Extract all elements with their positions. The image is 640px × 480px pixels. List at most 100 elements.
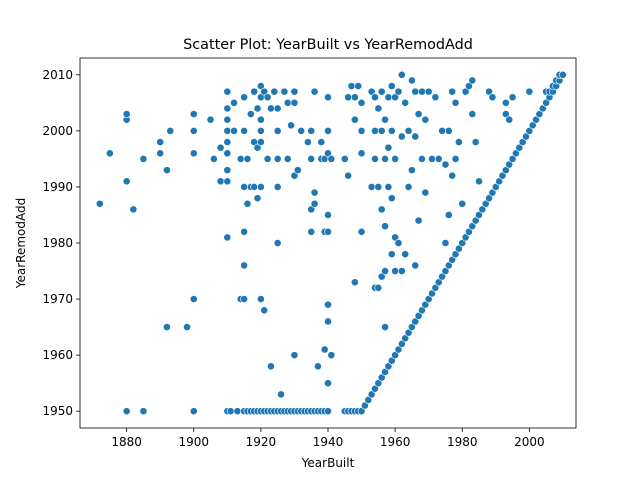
- data-point: [448, 87, 457, 96]
- data-point: [535, 110, 544, 118]
- data-point: [357, 227, 366, 236]
- data-point: [418, 155, 426, 163]
- data-point: [518, 138, 527, 146]
- data-point: [387, 82, 396, 90]
- data-point: [209, 155, 218, 163]
- data-point: [263, 93, 272, 102]
- data-point: [139, 407, 148, 416]
- data-point: [542, 98, 551, 107]
- data-point: [461, 233, 470, 242]
- data-point: [357, 149, 366, 158]
- data-point: [324, 407, 332, 416]
- data-point: [253, 104, 262, 113]
- data-point: [233, 407, 242, 416]
- data-point: [189, 110, 198, 118]
- data-point: [481, 199, 490, 208]
- points-layer: [95, 70, 567, 416]
- data-point: [404, 328, 413, 337]
- data-point: [256, 115, 265, 124]
- data-point: [495, 177, 504, 186]
- data-point: [283, 98, 292, 107]
- data-point: [528, 121, 537, 130]
- data-point: [397, 267, 406, 275]
- data-point: [394, 87, 403, 96]
- data-point: [303, 138, 312, 146]
- y-tick-label: 1980: [42, 236, 73, 250]
- data-point: [240, 227, 249, 236]
- y-tick-label: 1970: [42, 292, 73, 306]
- data-point: [465, 82, 473, 90]
- data-point: [397, 70, 406, 79]
- data-point: [246, 110, 255, 118]
- data-point: [475, 211, 483, 219]
- data-point: [381, 267, 389, 275]
- data-point: [525, 87, 534, 96]
- data-point: [391, 155, 400, 163]
- data-point: [166, 126, 175, 135]
- data-point: [324, 126, 332, 135]
- data-point: [377, 87, 386, 96]
- data-point: [381, 368, 389, 376]
- data-point: [431, 93, 440, 102]
- data-point: [290, 351, 299, 360]
- data-point: [387, 126, 396, 135]
- data-point: [458, 239, 467, 247]
- data-point: [411, 261, 420, 270]
- data-point: [401, 250, 410, 259]
- data-point: [344, 171, 353, 180]
- data-point: [273, 104, 282, 113]
- data-point: [418, 87, 426, 96]
- data-point: [391, 351, 400, 360]
- data-point: [223, 177, 232, 186]
- data-point: [387, 194, 396, 203]
- data-point: [522, 132, 530, 141]
- data-point: [364, 396, 373, 404]
- data-point: [371, 126, 379, 135]
- data-point: [411, 317, 420, 326]
- data-point: [471, 216, 480, 225]
- x-axis-title: YearBuilt: [301, 456, 355, 470]
- data-point: [559, 70, 567, 79]
- data-point: [505, 115, 514, 124]
- data-point: [374, 183, 383, 191]
- data-point: [454, 244, 463, 253]
- data-point: [384, 93, 393, 102]
- data-point: [320, 345, 329, 354]
- data-point: [280, 87, 289, 96]
- data-point: [273, 126, 282, 135]
- data-point: [270, 87, 279, 96]
- data-point: [236, 155, 245, 163]
- y-tick-label: 2000: [42, 124, 73, 138]
- y-tick-label: 1950: [42, 404, 73, 418]
- data-point: [357, 407, 366, 416]
- data-point: [428, 289, 436, 298]
- data-point: [344, 93, 353, 102]
- data-point: [223, 138, 232, 146]
- data-point: [501, 98, 510, 107]
- data-point: [297, 126, 306, 135]
- data-point: [283, 155, 292, 163]
- data-point: [374, 104, 383, 113]
- x-tick-label: 1960: [380, 435, 411, 449]
- data-point: [226, 407, 235, 416]
- data-point: [448, 171, 457, 180]
- data-point: [105, 149, 114, 158]
- x-tick-label: 1880: [111, 435, 142, 449]
- y-axis-title: YearRemodAdd: [14, 198, 28, 289]
- data-point: [324, 317, 332, 326]
- data-point: [206, 115, 215, 124]
- data-point: [267, 104, 275, 113]
- data-point: [189, 295, 198, 303]
- data-point: [240, 126, 249, 135]
- data-point: [512, 149, 520, 158]
- data-point: [371, 155, 379, 163]
- data-point: [367, 390, 376, 399]
- data-point: [532, 115, 540, 124]
- data-point: [394, 239, 403, 247]
- data-point: [508, 93, 517, 102]
- data-point: [381, 222, 389, 231]
- data-point: [256, 183, 265, 191]
- data-point: [424, 295, 433, 303]
- data-point: [260, 306, 269, 315]
- data-point: [350, 278, 359, 287]
